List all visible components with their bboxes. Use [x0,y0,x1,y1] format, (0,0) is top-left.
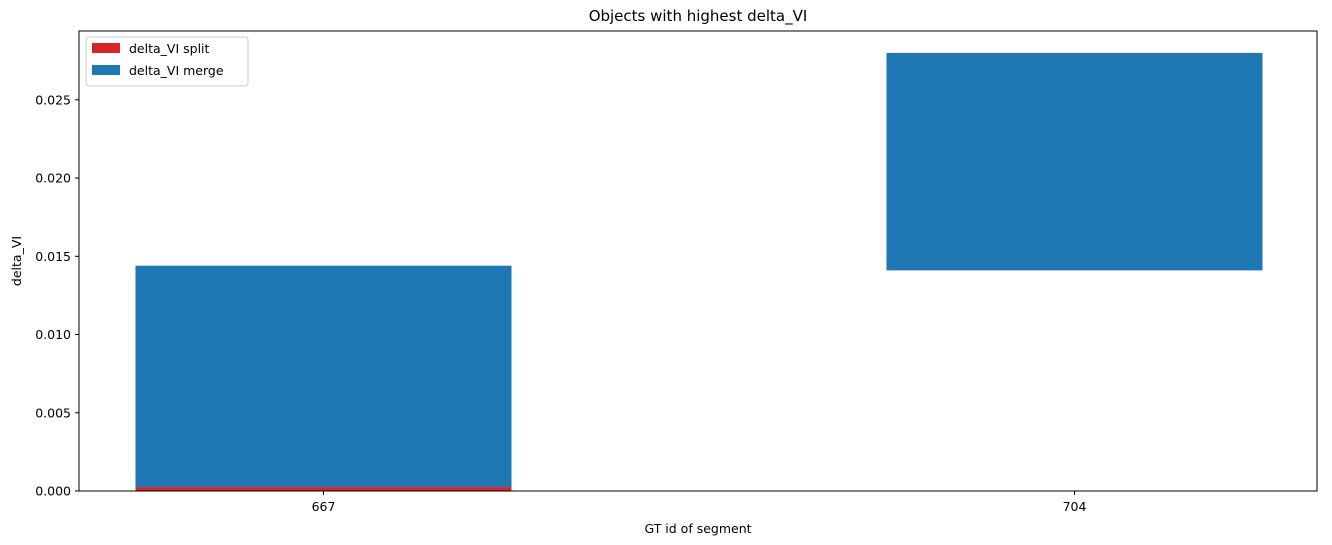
legend-label-split: delta_VI split [129,41,210,56]
bar-merge-667 [135,265,512,488]
y-tick-label: 0.010 [35,327,71,342]
y-tick-label: 0.005 [35,405,71,420]
legend: delta_VI split delta_VI merge [85,36,249,87]
legend-swatch-split [92,43,120,53]
y-axis-label: delta_VI [9,236,24,286]
legend-label-merge: delta_VI merge [129,63,224,78]
bar-merge-704 [886,52,1263,271]
y-tick-label: 0.025 [35,92,71,107]
legend-swatch-merge [92,65,120,75]
y-tick-label: 0.015 [35,249,71,264]
x-tick-label: 667 [312,499,336,514]
legend-frame [85,36,249,87]
axes-frame [78,30,1318,492]
chart-title: Objects with highest delta_VI [589,7,808,26]
y-tick-label: 0.020 [35,171,71,186]
x-tick-label: 704 [1063,499,1087,514]
bar-split-667 [135,487,512,491]
y-tick-label: 0.000 [35,484,71,499]
plot-area: 0.000 0.005 0.010 0.015 0.020 0.025 667 704 [35,52,1263,514]
x-axis-label: GT id of segment [644,521,751,536]
